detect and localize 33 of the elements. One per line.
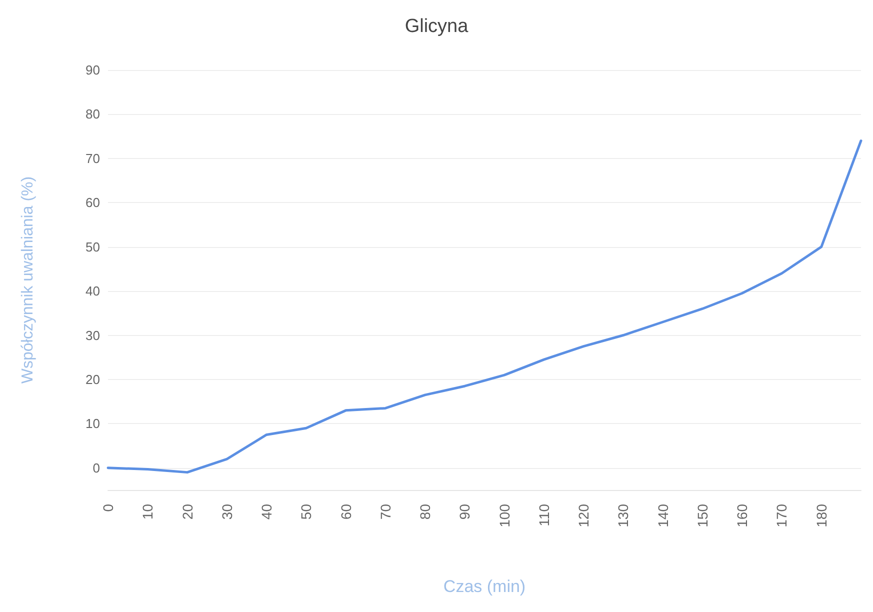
x-tick-label: 180	[813, 504, 830, 528]
y-tick-label: 50	[86, 239, 100, 254]
chart-title: Glicyna	[404, 16, 469, 37]
x-tick-label: 60	[338, 504, 354, 520]
x-tick-label: 90	[456, 504, 473, 520]
y-tick-label: 40	[86, 284, 100, 299]
x-tick-label: 120	[576, 504, 592, 528]
y-tick-label: 90	[86, 62, 100, 78]
x-tick-label: 130	[615, 504, 632, 528]
y-tick-label: 10	[86, 416, 100, 432]
y-tick-label: 20	[86, 372, 100, 387]
x-tick-label: 40	[258, 504, 275, 520]
x-tick-label: 170	[774, 504, 790, 528]
x-tick-label: 150	[694, 504, 710, 528]
x-tick-label: 80	[417, 504, 434, 520]
y-tick-label: 30	[86, 328, 100, 343]
x-tick-label: 100	[496, 504, 512, 528]
x-tick-label: 110	[536, 504, 552, 526]
line-series	[106, 139, 862, 474]
y-axis-title: Współczynnik uwalniania (%)	[20, 176, 36, 384]
x-tick-label: 160	[734, 504, 750, 528]
x-tick-label: 10	[140, 504, 156, 520]
x-tick-label: 70	[377, 504, 394, 520]
x-tick-label: 0	[100, 504, 116, 512]
x-axis-title: Czas (min)	[443, 577, 526, 596]
x-tick-label: 20	[179, 504, 196, 520]
x-tick-label: 50	[298, 504, 314, 520]
y-tick-label: 70	[86, 150, 100, 166]
x-tick-label: 30	[218, 504, 235, 520]
x-tick-label: 140	[654, 504, 671, 528]
y-tick-label: 60	[86, 195, 100, 210]
y-tick-label: 80	[86, 106, 100, 122]
y-tick-label: 0	[92, 460, 100, 476]
